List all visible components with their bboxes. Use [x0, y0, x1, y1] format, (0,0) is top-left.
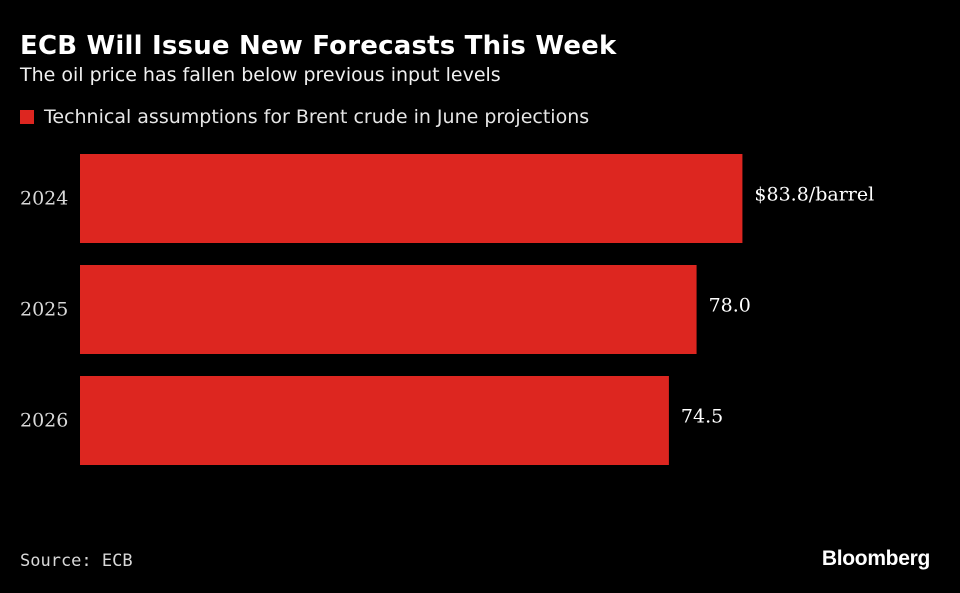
value-label-2025: 78.0 — [709, 295, 751, 317]
value-label-2026: 74.5 — [681, 406, 723, 428]
legend-swatch — [20, 110, 34, 124]
category-label-2025: 2025 — [20, 299, 68, 321]
bar-chart: 2024 $83.8/barrel 2025 78.0 2026 74.5 — [20, 154, 874, 465]
chart-title: ECB Will Issue New Forecasts This Week — [20, 31, 617, 61]
legend: Technical assumptions for Brent crude in… — [20, 103, 589, 131]
legend-label: Technical assumptions for Brent crude in… — [44, 106, 590, 128]
bar-2026 — [80, 376, 669, 465]
category-label-2024: 2024 — [20, 188, 68, 210]
source-note: Source: ECB — [20, 551, 133, 571]
chart-subtitle: The oil price has fallen below previous … — [20, 64, 501, 86]
bar-2024 — [80, 154, 743, 243]
category-label-2026: 2026 — [20, 410, 68, 432]
bar-2025 — [80, 265, 697, 354]
bloomberg-logo: Bloomberg — [821, 547, 930, 570]
value-label-2024: $83.8/barrel — [754, 184, 874, 206]
